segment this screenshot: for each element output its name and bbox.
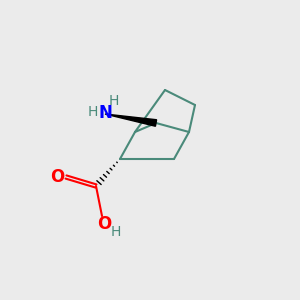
Polygon shape (105, 114, 157, 126)
Text: N: N (98, 103, 112, 122)
Text: H: H (109, 94, 119, 108)
Text: O: O (97, 215, 112, 233)
Text: O: O (50, 168, 65, 186)
Text: H: H (110, 225, 121, 238)
Text: H: H (87, 106, 98, 119)
